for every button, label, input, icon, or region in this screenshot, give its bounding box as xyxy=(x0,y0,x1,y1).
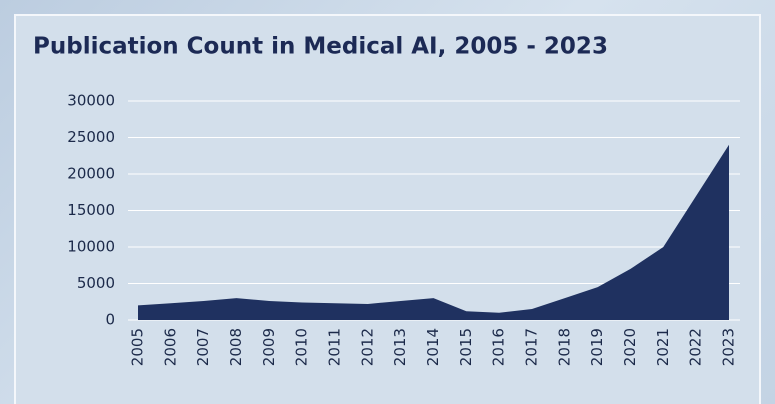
y-tick-label: 15000 xyxy=(67,201,115,219)
x-tick-label: 2007 xyxy=(194,328,212,366)
x-tick-label: 2017 xyxy=(523,328,541,366)
chart-frame xyxy=(14,14,761,404)
x-tick-label: 2008 xyxy=(227,328,245,366)
y-tick-label: 10000 xyxy=(67,238,115,256)
x-tick-label: 2005 xyxy=(129,328,147,366)
x-tick-label: 2011 xyxy=(326,328,344,366)
chart-title: Publication Count in Medical AI, 2005 - … xyxy=(33,34,608,60)
x-tick-label: 2022 xyxy=(687,328,705,366)
x-tick-label: 2013 xyxy=(391,328,409,366)
x-tick-label: 2021 xyxy=(654,328,672,366)
y-tick-label: 30000 xyxy=(67,92,115,110)
x-tick-label: 2010 xyxy=(293,328,311,366)
x-tick-label: 2016 xyxy=(490,328,508,366)
x-tick-label: 2015 xyxy=(457,328,475,366)
y-tick-label: 0 xyxy=(105,311,115,329)
x-tick-label: 2012 xyxy=(358,328,376,366)
x-tick-label: 2020 xyxy=(621,328,639,366)
x-tick-label: 2018 xyxy=(555,328,573,366)
x-tick-label: 2009 xyxy=(260,328,278,366)
x-tick-label: 2023 xyxy=(720,328,738,366)
area xyxy=(138,144,729,320)
x-tick-label: 2014 xyxy=(424,328,442,366)
y-tick-label: 5000 xyxy=(77,274,115,292)
y-tick-label: 25000 xyxy=(67,128,115,146)
x-tick-label: 2006 xyxy=(161,328,179,366)
y-tick-label: 20000 xyxy=(67,165,115,183)
x-tick-label: 2019 xyxy=(588,328,606,366)
